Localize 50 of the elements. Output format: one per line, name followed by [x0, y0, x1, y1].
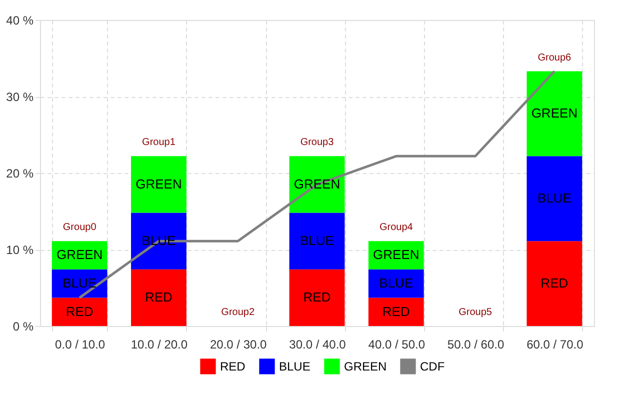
data-label: BLUE — [62, 276, 97, 291]
data-label: RED — [144, 290, 172, 305]
x-tick-label: 60.0 / 70.0 — [526, 338, 584, 352]
annotation: Group2 — [221, 307, 255, 318]
x-tick-label: 50.0 / 60.0 — [447, 338, 504, 352]
bar — [368, 269, 424, 298]
annotation: Group6 — [538, 52, 572, 64]
x-tick-label: 10.0 / 20.0 — [130, 338, 188, 352]
annotation: Group3 — [300, 137, 334, 148]
data-label: BLUE — [142, 233, 176, 248]
data-label: GREEN — [373, 247, 420, 262]
y-tick-label: 30 % — [6, 90, 34, 104]
annotation: Group5 — [458, 307, 492, 318]
data-label: GREEN — [294, 176, 340, 192]
data-label: GREEN — [56, 247, 103, 262]
x-tick-label: 20.0 / 30.0 — [210, 338, 268, 352]
data-label: RED — [382, 304, 410, 319]
bar — [131, 269, 186, 326]
annotation: Group0 — [62, 222, 97, 234]
data-label: GREEN — [136, 176, 182, 192]
data-label: BLUE — [379, 276, 414, 291]
data-label: RED — [66, 304, 94, 319]
data-label: BLUE — [300, 233, 334, 248]
bar — [52, 298, 108, 326]
data-label: RED — [540, 276, 568, 291]
data-label: RED — [303, 290, 331, 305]
data-label: BLUE — [537, 190, 572, 206]
bar — [526, 71, 582, 156]
bar — [526, 241, 582, 326]
bar — [131, 156, 186, 213]
y-tick-label: 20 % — [6, 166, 34, 180]
legend-label: CDF — [420, 359, 445, 374]
bar — [131, 212, 186, 270]
legend-label: BLUE — [279, 359, 310, 374]
data-label: GREEN — [531, 106, 578, 121]
x-tick-label: 30.0 / 40.0 — [289, 338, 346, 352]
y-tick-label: 0 % — [12, 320, 34, 334]
bar — [289, 156, 345, 213]
bar — [289, 212, 345, 270]
bar — [526, 156, 582, 242]
x-tick-label: 40.0 / 50.0 — [368, 338, 426, 352]
y-tick-label: 40 % — [6, 14, 34, 28]
legend-label: GREEN — [344, 359, 387, 374]
x-tick-label: 0.0 / 10.0 — [55, 338, 106, 352]
legend-label: RED — [220, 359, 246, 374]
annotation: Group1 — [142, 137, 176, 148]
bar — [289, 269, 345, 326]
annotation: Group4 — [379, 222, 414, 234]
bar — [368, 298, 424, 326]
y-tick-label: 10 % — [6, 243, 34, 257]
